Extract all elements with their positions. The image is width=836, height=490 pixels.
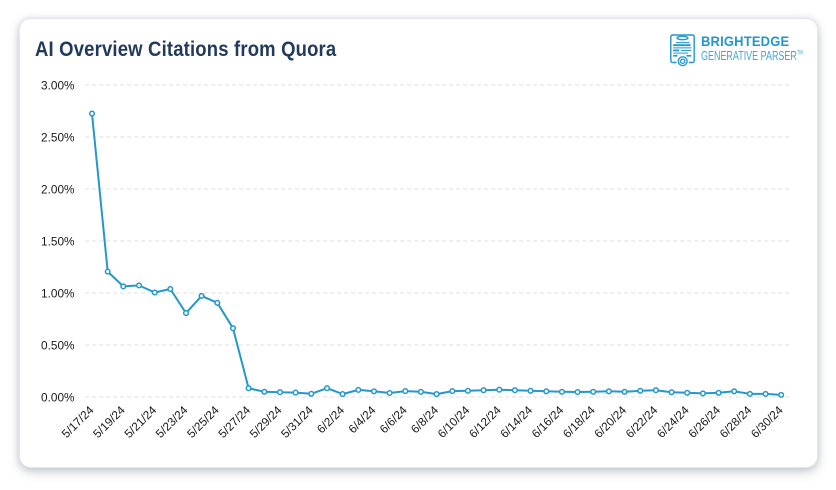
- svg-text:6/6/24: 6/6/24: [377, 403, 410, 436]
- svg-text:6/18/24: 6/18/24: [560, 403, 598, 441]
- svg-text:5/25/24: 5/25/24: [184, 403, 222, 441]
- svg-text:6/12/24: 6/12/24: [466, 403, 504, 441]
- svg-text:5/27/24: 5/27/24: [215, 403, 253, 441]
- svg-text:1.00%: 1.00%: [41, 286, 75, 300]
- svg-text:5/31/24: 5/31/24: [278, 403, 316, 441]
- svg-text:6/22/24: 6/22/24: [623, 403, 661, 441]
- svg-text:5/23/24: 5/23/24: [153, 403, 191, 441]
- svg-text:6/30/24: 6/30/24: [748, 403, 786, 441]
- svg-text:5/21/24: 5/21/24: [121, 403, 159, 441]
- svg-text:2.50%: 2.50%: [41, 130, 75, 144]
- svg-text:6/20/24: 6/20/24: [591, 403, 629, 441]
- svg-text:6/14/24: 6/14/24: [497, 403, 535, 441]
- svg-text:5/29/24: 5/29/24: [247, 403, 285, 441]
- svg-text:6/4/24: 6/4/24: [345, 403, 378, 436]
- svg-text:3.00%: 3.00%: [41, 78, 75, 92]
- svg-text:0.50%: 0.50%: [41, 338, 75, 352]
- svg-text:6/16/24: 6/16/24: [529, 403, 567, 441]
- svg-text:2.00%: 2.00%: [41, 182, 75, 196]
- svg-text:6/28/24: 6/28/24: [717, 403, 755, 441]
- svg-text:5/19/24: 5/19/24: [90, 403, 128, 441]
- svg-text:5/17/24: 5/17/24: [59, 403, 97, 441]
- svg-text:6/26/24: 6/26/24: [685, 403, 723, 441]
- svg-text:6/10/24: 6/10/24: [435, 403, 473, 441]
- svg-text:1.50%: 1.50%: [41, 234, 75, 248]
- svg-text:0.00%: 0.00%: [41, 390, 75, 404]
- svg-text:6/24/24: 6/24/24: [654, 403, 692, 441]
- svg-text:6/2/24: 6/2/24: [314, 403, 347, 436]
